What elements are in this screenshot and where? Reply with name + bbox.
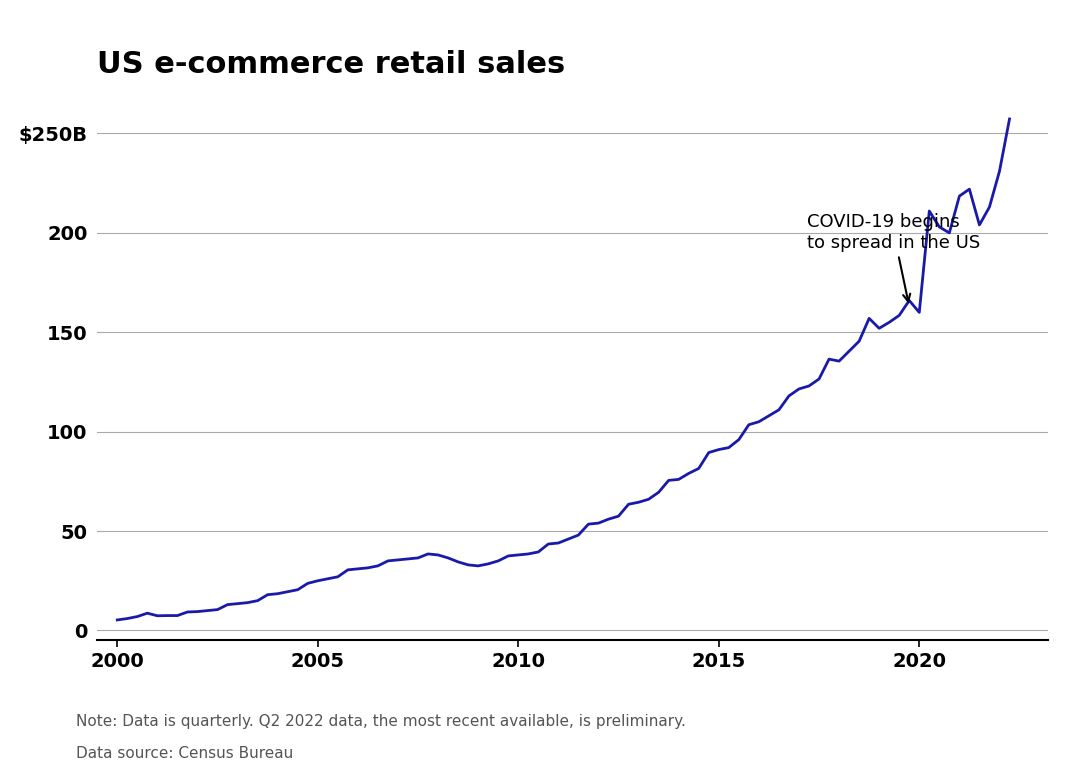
Text: COVID-19 begins
to spread in the US: COVID-19 begins to spread in the US	[807, 213, 981, 301]
Text: US e-commerce retail sales: US e-commerce retail sales	[97, 50, 566, 79]
Text: Data source: Census Bureau: Data source: Census Bureau	[76, 746, 293, 761]
Text: Note: Data is quarterly. Q2 2022 data, the most recent available, is preliminary: Note: Data is quarterly. Q2 2022 data, t…	[76, 715, 686, 729]
